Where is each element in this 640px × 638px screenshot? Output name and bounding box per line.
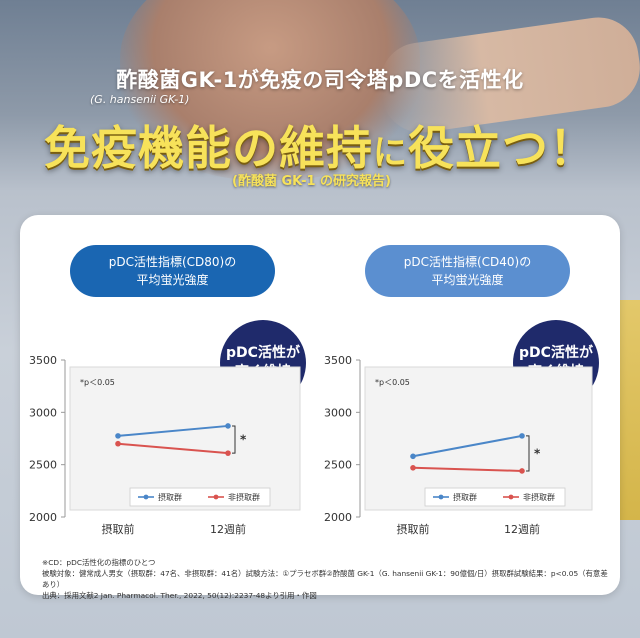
panel-title-line2: 平均蛍光強度 (136, 273, 209, 287)
significance-note: *p＜0.05 (375, 378, 410, 387)
chart-panel-cd40: pDC活性指標(CD40)の 平均蛍光強度 (325, 215, 615, 535)
species-name: (G. hansenii GK-1) (90, 93, 190, 106)
legend-swatch-dot (213, 494, 219, 500)
plot-area (69, 366, 301, 511)
legend-label: 摂取群 (158, 492, 182, 502)
legend-box (424, 487, 566, 507)
bubble-line1: pDC活性が (519, 345, 593, 361)
x-tick-label: 12週前 (210, 522, 246, 536)
series-line-take (412, 434, 523, 458)
series-line-non (117, 442, 229, 455)
footnote-source: 出典：採用文献2 Jan. Pharmacol. Ther., 2022, 50… (42, 591, 317, 600)
y-tick-label: 3000 (29, 406, 57, 419)
research-report-label: (酢酸菌 GK-1 の研究報告) (232, 174, 391, 189)
panel-title-line1: pDC活性指標(CD40)の (403, 255, 532, 269)
panel-title-pill: pDC活性指標(CD40)の 平均蛍光強度 (365, 245, 570, 297)
series-line-take (117, 424, 229, 437)
panel-title-line1: pDC活性指標(CD80)の (108, 255, 237, 269)
face-shape (120, 0, 420, 180)
significance-mark: * (534, 446, 541, 460)
significance-bracket (232, 425, 236, 454)
data-point (225, 423, 231, 429)
data-point (115, 433, 121, 439)
data-point (519, 433, 525, 439)
legend-swatch-dot (438, 494, 444, 500)
x-tick-label: 12週前 (504, 522, 540, 536)
data-point (519, 468, 525, 474)
x-tick-label: 摂取前 (102, 522, 135, 536)
headline-part-b: に (373, 133, 408, 173)
y-tick-label: 2000 (29, 511, 57, 524)
headline: 免疫機能の維持に役立つ！ (0, 112, 640, 178)
panel-title-line2: 平均蛍光強度 (431, 273, 504, 287)
panel-title-pill: pDC活性指標(CD80)の 平均蛍光強度 (70, 245, 275, 297)
footnote-method: 被験対象：健常成人男女（摂取群：47名、非摂取群：41名）試験方法：①プラセボ群… (42, 569, 608, 589)
y-tick-label: 3500 (324, 354, 352, 367)
significance-mark: * (240, 433, 247, 447)
x-tick-label: 摂取前 (397, 522, 430, 536)
data-point (225, 450, 231, 456)
y-tick-label: 2500 (29, 459, 57, 472)
data-point (410, 453, 416, 460)
y-tick-label: 3500 (29, 354, 57, 367)
legend-swatch-dot (143, 494, 149, 500)
series-line-non (412, 466, 523, 472)
legend-swatch-dot (508, 494, 514, 500)
significance-note: *p＜0.05 (80, 378, 115, 387)
hero-subtitle: 酢酸菌GK-1が免疫の司令塔pDCを活性化 (116, 68, 524, 92)
y-tick-label: 2500 (324, 459, 352, 472)
chart-panel-cd80: pDC活性指標(CD80)の 平均蛍光強度 (30, 215, 320, 535)
footnote-definition: ※CD：pDC活性化の指標のひとつ (42, 558, 156, 567)
data-point (410, 465, 416, 471)
legend-label: 摂取群 (453, 492, 477, 502)
legend-box (129, 487, 271, 507)
legend-label: 非摂取群 (228, 492, 260, 502)
data-point (115, 440, 121, 447)
legend-label: 非摂取群 (523, 492, 555, 502)
y-tick-label: 2000 (324, 511, 352, 524)
footnotes: ※CD：pDC活性化の指標のひとつ 被験対象：健常成人男女（摂取群：47名、非摂… (42, 557, 612, 601)
significance-bracket (526, 435, 530, 472)
y-tick-label: 3000 (324, 406, 352, 419)
headline-part-a: 免疫機能の維持 (44, 121, 373, 175)
plot-area (364, 366, 593, 511)
headline-part-c: 役立つ！ (408, 121, 596, 175)
bubble-line1: pDC活性が (226, 345, 300, 361)
